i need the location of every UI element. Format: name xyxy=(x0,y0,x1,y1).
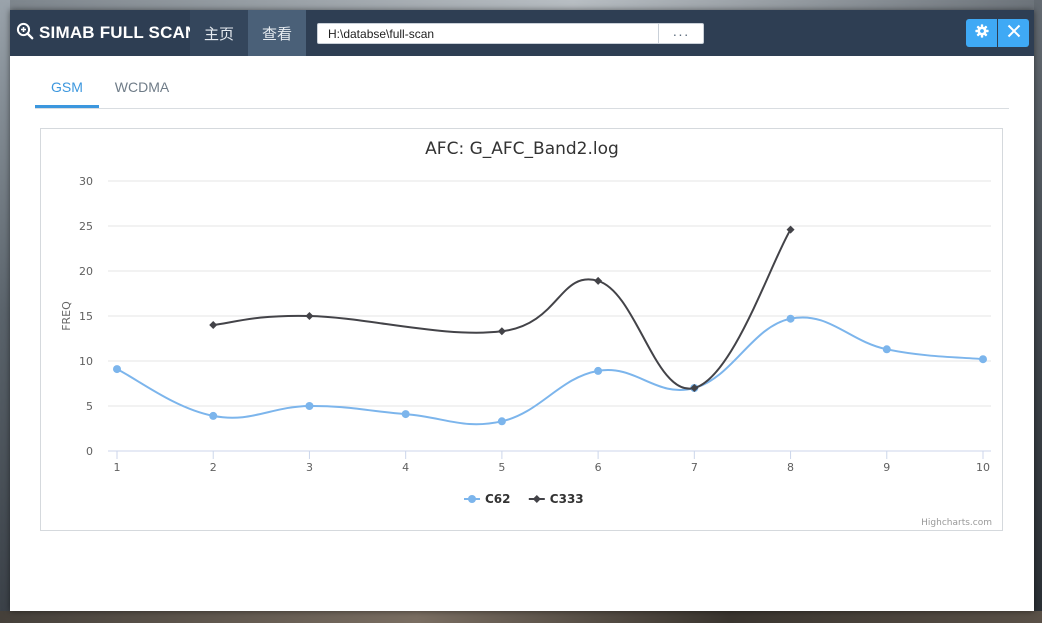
y-tick-label: 10 xyxy=(79,355,93,368)
data-point xyxy=(497,327,506,336)
x-tick-label: 5 xyxy=(498,461,505,474)
x-tick-label: 3 xyxy=(306,461,313,474)
x-tick-label: 10 xyxy=(976,461,990,474)
sub-tabs: GSM WCDMA xyxy=(35,68,1009,109)
path-input[interactable] xyxy=(318,24,668,43)
data-point xyxy=(305,402,314,410)
chart-container: AFC: G_AFC_Band2.log FREQ 0 5 10 15 20 25 30 1 2… xyxy=(40,128,1003,531)
desktop-background xyxy=(0,611,1042,623)
data-point xyxy=(786,314,795,323)
legend-marker xyxy=(532,495,541,503)
close-icon xyxy=(1007,24,1021,43)
x-tick-label: 8 xyxy=(787,461,794,474)
data-point xyxy=(979,355,987,364)
tab-gsm[interactable]: GSM xyxy=(35,68,99,108)
settings-button[interactable] xyxy=(966,19,997,47)
y-tick-label: 15 xyxy=(79,310,93,323)
series-line-c333 xyxy=(213,229,792,390)
data-point xyxy=(209,321,218,329)
app-title-text: SIMAB FULL SCAN xyxy=(39,23,198,42)
app-window: SIMAB FULL SCAN 主页 查看 ··· xyxy=(10,10,1034,611)
x-tick-label: 9 xyxy=(883,461,890,474)
title-bar: SIMAB FULL SCAN 主页 查看 ··· xyxy=(10,10,1034,56)
legend-label: C62 xyxy=(485,492,511,506)
gear-icon xyxy=(974,23,989,43)
data-point xyxy=(690,384,699,392)
x-tick-label: 6 xyxy=(595,461,602,474)
x-tick-label: 4 xyxy=(402,461,409,474)
path-field: ··· xyxy=(317,23,704,44)
x-tick-label: 7 xyxy=(691,461,698,474)
data-point xyxy=(305,312,314,320)
legend-item-c333: C333 xyxy=(528,492,584,506)
y-axis-label: FREQ xyxy=(60,301,73,331)
y-tick-label: 5 xyxy=(86,400,93,413)
desktop-background xyxy=(0,0,10,623)
browse-button[interactable]: ··· xyxy=(658,24,703,43)
x-tick-label: 2 xyxy=(210,461,217,474)
data-point xyxy=(113,365,121,374)
y-tick-label: 20 xyxy=(79,265,93,278)
nav-tab-home[interactable]: 主页 xyxy=(190,10,248,56)
data-point xyxy=(497,417,506,426)
tab-wcdma[interactable]: WCDMA xyxy=(114,79,170,95)
data-point xyxy=(594,366,603,375)
data-point xyxy=(594,276,603,285)
close-button[interactable] xyxy=(998,19,1029,47)
legend-marker xyxy=(468,495,476,503)
legend-label: C333 xyxy=(550,492,584,506)
data-point xyxy=(882,345,891,354)
data-point xyxy=(209,411,218,420)
app-title: SIMAB FULL SCAN xyxy=(16,10,198,56)
desktop-background xyxy=(0,0,1042,10)
data-point xyxy=(786,225,795,234)
desktop-background xyxy=(1034,0,1042,623)
chart-credits: Highcharts.com xyxy=(921,518,992,528)
legend-item-c62: C62 xyxy=(464,492,511,506)
y-tick-label: 0 xyxy=(86,445,93,458)
x-tick-label: 1 xyxy=(114,461,121,474)
data-point xyxy=(401,410,410,419)
y-tick-label: 25 xyxy=(79,220,93,233)
nav-tab-view[interactable]: 查看 xyxy=(248,10,306,56)
chart-title: AFC: G_AFC_Band2.log xyxy=(425,139,619,159)
y-tick-label: 30 xyxy=(79,175,93,188)
zoom-scan-icon xyxy=(16,22,39,45)
series-line-c62 xyxy=(116,316,984,426)
